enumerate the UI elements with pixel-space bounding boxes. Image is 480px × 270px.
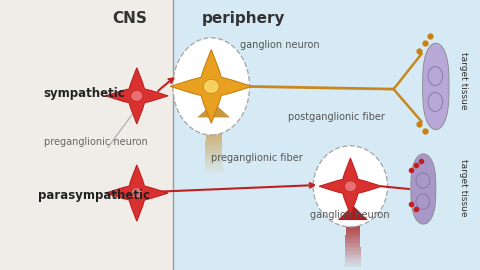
- Bar: [206, 115, 221, 117]
- Bar: [206, 123, 221, 125]
- Bar: [204, 169, 223, 171]
- Bar: [345, 240, 360, 242]
- Text: ganglion neuron: ganglion neuron: [240, 39, 320, 50]
- Bar: [345, 238, 360, 240]
- Polygon shape: [197, 103, 230, 117]
- Bar: [346, 233, 360, 235]
- Text: sympathetic: sympathetic: [43, 87, 125, 100]
- Bar: [346, 225, 360, 226]
- Bar: [206, 131, 221, 133]
- Bar: [205, 151, 222, 153]
- Bar: [206, 113, 221, 115]
- Bar: [205, 155, 222, 157]
- Bar: [346, 223, 360, 225]
- Bar: [345, 266, 361, 267]
- Bar: [346, 235, 360, 237]
- Bar: [205, 163, 222, 165]
- Bar: [206, 119, 221, 121]
- Bar: [205, 141, 222, 143]
- Bar: [345, 254, 361, 255]
- Text: periphery: periphery: [202, 11, 285, 26]
- Text: target tissue: target tissue: [459, 52, 468, 110]
- Bar: [205, 145, 222, 147]
- Text: postganglionic fiber: postganglionic fiber: [288, 112, 385, 123]
- Bar: [345, 248, 360, 250]
- Bar: [173, 0, 480, 270]
- Text: preganglionic fiber: preganglionic fiber: [211, 153, 303, 163]
- Bar: [346, 230, 360, 231]
- Bar: [205, 139, 222, 141]
- Bar: [345, 247, 360, 248]
- Polygon shape: [319, 158, 382, 214]
- Ellipse shape: [344, 181, 357, 192]
- Bar: [345, 264, 361, 266]
- Bar: [345, 255, 361, 257]
- Bar: [205, 149, 222, 151]
- Bar: [206, 121, 221, 123]
- Bar: [0, 0, 173, 270]
- Bar: [346, 218, 360, 220]
- Bar: [205, 137, 222, 139]
- Bar: [345, 250, 360, 252]
- Bar: [206, 133, 221, 135]
- Bar: [345, 261, 361, 262]
- Bar: [345, 259, 361, 261]
- Bar: [204, 167, 223, 169]
- Bar: [205, 135, 222, 137]
- Ellipse shape: [204, 79, 219, 93]
- Bar: [205, 157, 222, 159]
- Bar: [346, 216, 360, 218]
- Ellipse shape: [131, 188, 143, 198]
- Bar: [346, 221, 360, 223]
- Ellipse shape: [131, 90, 143, 101]
- Bar: [345, 257, 361, 259]
- Polygon shape: [338, 205, 368, 220]
- Bar: [204, 165, 223, 167]
- Polygon shape: [106, 165, 168, 221]
- Bar: [346, 220, 360, 221]
- Ellipse shape: [173, 38, 250, 135]
- Bar: [206, 117, 221, 119]
- Bar: [205, 153, 222, 155]
- Bar: [346, 231, 360, 233]
- Bar: [204, 171, 223, 173]
- Bar: [206, 125, 221, 127]
- Text: CNS: CNS: [112, 11, 147, 26]
- Text: ganglion neuron: ganglion neuron: [310, 210, 389, 220]
- Polygon shape: [170, 50, 252, 123]
- Polygon shape: [423, 43, 449, 130]
- Bar: [346, 228, 360, 230]
- Bar: [205, 147, 222, 149]
- Bar: [345, 242, 360, 243]
- Bar: [205, 161, 222, 163]
- Text: preganglionic neuron: preganglionic neuron: [44, 137, 148, 147]
- Bar: [346, 226, 360, 228]
- Text: target tissue: target tissue: [459, 159, 468, 216]
- Bar: [345, 252, 361, 254]
- Bar: [345, 262, 361, 264]
- Bar: [205, 143, 222, 145]
- Text: parasympathetic: parasympathetic: [38, 189, 150, 202]
- Bar: [345, 243, 360, 245]
- Bar: [345, 245, 360, 247]
- Bar: [206, 129, 221, 131]
- Polygon shape: [106, 68, 168, 124]
- Bar: [206, 127, 221, 129]
- Ellipse shape: [313, 146, 387, 227]
- Bar: [205, 159, 222, 161]
- Bar: [346, 237, 360, 238]
- Polygon shape: [411, 154, 436, 224]
